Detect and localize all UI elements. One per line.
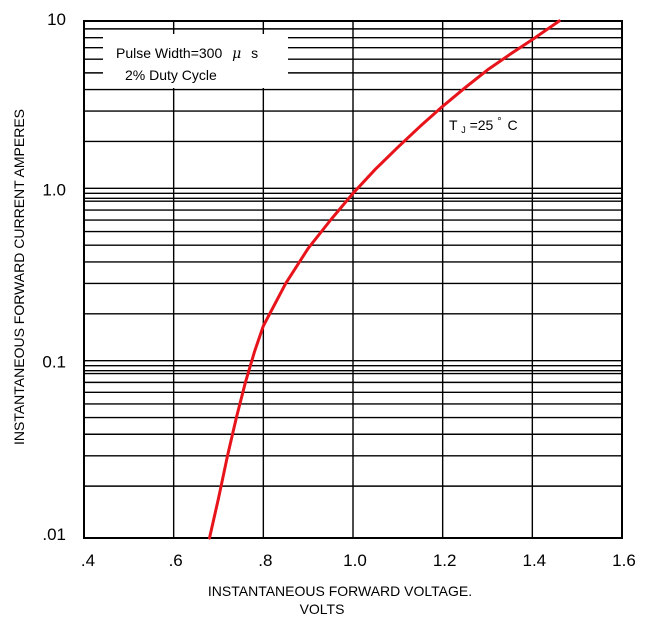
x-tick-label: 1.0: [343, 551, 367, 570]
temperature-value: =25: [470, 117, 494, 133]
temperature-unit: C: [508, 117, 518, 133]
annotation-s: s: [251, 45, 258, 61]
x-tick-label: .8: [258, 551, 272, 570]
x-tick-label: 1.4: [523, 551, 547, 570]
annotation-line2: 2% Duty Cycle: [125, 67, 217, 83]
temperature-box: [446, 112, 522, 136]
temperature-subscript: J: [461, 125, 466, 135]
pulse-width-annotation: Pulse Width=300 μ s 2% Duty Cycle: [103, 34, 288, 88]
annotation-box: [103, 34, 288, 88]
x-axis-title-line2: VOLTS: [300, 601, 345, 617]
annotation-pulse-width: Pulse Width=300: [116, 45, 222, 61]
x-tick-label: .4: [81, 551, 95, 570]
x-tick-label: 1.6: [612, 551, 636, 570]
series-layer: [208, 19, 561, 540]
x-tick-label: .6: [169, 551, 183, 570]
temperature-prefix: T: [449, 117, 458, 133]
y-tick-label: 0.1: [42, 353, 66, 372]
y-tick-label: .01: [42, 525, 66, 544]
x-tick-label: 1.2: [433, 551, 457, 570]
x-axis-title-line1: INSTANTANEOUS FORWARD VOLTAGE.: [208, 583, 472, 599]
tick-labels: .4 .6 .8 1.0 1.2 1.4 1.6 .01 0.1 1.0 10: [42, 10, 635, 570]
plot-grid: [83, 20, 623, 539]
temperature-annotation: T J =25 ° C: [446, 112, 522, 136]
temperature-label: T J =25 ° C: [449, 112, 518, 136]
y-tick-label: 10: [47, 10, 66, 29]
plot-frame: [83, 20, 623, 539]
y-axis-title: INSTANTANEOUS FORWARD CURRENT AMPERES: [11, 109, 27, 445]
annotation-line1: Pulse Width=300 μ s: [116, 45, 258, 62]
forward-current-curve: [208, 19, 561, 540]
annotation-mu: μ: [232, 46, 241, 62]
y-tick-label: 1.0: [42, 180, 66, 199]
temperature-degree: °: [497, 116, 501, 128]
